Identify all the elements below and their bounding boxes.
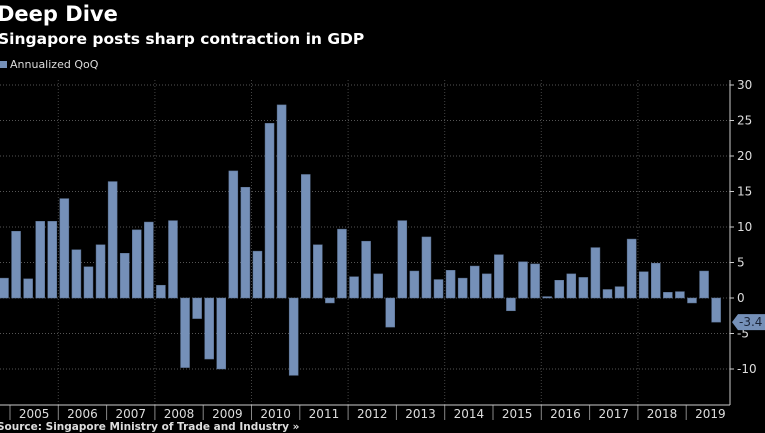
y-tick-label: 30 xyxy=(737,78,752,92)
bar xyxy=(301,174,311,299)
y-tick-label: 5 xyxy=(737,256,745,270)
bar xyxy=(373,273,383,299)
bar xyxy=(361,240,371,299)
bar xyxy=(626,238,637,299)
x-tick-label: 2016 xyxy=(550,407,581,421)
bar xyxy=(518,261,528,299)
x-tick-label: 2009 xyxy=(212,407,243,421)
x-tick-label: 2017 xyxy=(598,407,629,421)
bar xyxy=(663,292,673,299)
y-tick-label: 0 xyxy=(737,291,745,305)
bar xyxy=(337,228,347,299)
source-note[interactable]: Source: Singapore Ministry of Trade and … xyxy=(0,421,300,433)
bar xyxy=(469,265,480,299)
bar xyxy=(216,297,227,370)
y-tick-label: 20 xyxy=(737,149,752,163)
bar xyxy=(711,297,721,323)
bar xyxy=(192,297,202,319)
bar xyxy=(313,244,323,299)
y-tick-label: -5 xyxy=(737,327,749,341)
bar xyxy=(421,236,432,299)
x-tick-label: 2013 xyxy=(405,407,436,421)
bar xyxy=(288,297,299,376)
x-tick-label: 2007 xyxy=(115,407,146,421)
chart-subtitle: Singapore posts sharp contraction in GDP xyxy=(0,30,365,48)
bar xyxy=(349,276,359,299)
bar xyxy=(0,277,9,299)
legend: Annualized QoQ xyxy=(0,58,98,71)
bar xyxy=(699,270,709,299)
x-tick-label: 2015 xyxy=(502,407,533,421)
bar xyxy=(204,297,214,360)
bar xyxy=(71,249,82,299)
bar xyxy=(228,170,239,299)
bar xyxy=(144,221,154,299)
bar xyxy=(83,266,94,299)
x-tick-label: 2010 xyxy=(260,407,291,421)
x-tick-label: 2018 xyxy=(647,407,678,421)
x-tick-label: 2012 xyxy=(357,407,388,421)
bar xyxy=(119,253,130,299)
x-tick-label: 2011 xyxy=(309,407,340,421)
bar xyxy=(107,181,118,299)
bar xyxy=(23,278,33,299)
bar xyxy=(240,186,251,299)
bar xyxy=(433,279,444,299)
bar xyxy=(542,296,552,299)
bar xyxy=(506,297,516,312)
bar xyxy=(276,104,287,299)
bar xyxy=(602,289,613,299)
bar xyxy=(11,231,21,299)
legend-swatch xyxy=(0,61,7,68)
bar xyxy=(59,198,70,299)
bar xyxy=(264,123,275,299)
bar xyxy=(638,271,649,299)
bar xyxy=(554,280,564,299)
bar xyxy=(385,297,395,328)
bar xyxy=(482,273,492,299)
bar xyxy=(409,270,420,299)
legend-label: Annualized QoQ xyxy=(10,58,99,71)
x-tick-label: 2008 xyxy=(164,407,195,421)
bar xyxy=(397,220,408,299)
x-tick-label: 2006 xyxy=(67,407,98,421)
bar xyxy=(35,221,45,299)
bar xyxy=(47,221,58,299)
bar xyxy=(578,277,589,299)
y-tick-label: -10 xyxy=(737,362,757,376)
y-tick-label: 25 xyxy=(737,114,752,128)
bar xyxy=(687,297,697,304)
bar xyxy=(494,254,504,299)
x-tick-label: 2014 xyxy=(454,407,485,421)
bar xyxy=(590,247,601,299)
bar xyxy=(168,220,178,299)
bar xyxy=(252,250,263,299)
bar xyxy=(95,244,106,299)
bar xyxy=(325,297,335,304)
bar xyxy=(530,263,540,299)
bar xyxy=(566,273,577,299)
bar xyxy=(614,286,625,299)
bar xyxy=(457,277,468,299)
bar xyxy=(445,270,456,299)
chart-title: Deep Dive xyxy=(0,2,118,26)
bar xyxy=(651,262,661,299)
y-tick-label: 15 xyxy=(737,185,752,199)
bar xyxy=(675,291,685,299)
last-value-tag xyxy=(732,314,765,331)
bar xyxy=(180,297,190,368)
x-tick-label: 2005 xyxy=(19,407,50,421)
last-value-label: -3.4 xyxy=(739,315,762,329)
y-tick-label: 10 xyxy=(737,220,752,234)
bar xyxy=(132,229,142,299)
bar xyxy=(156,284,166,299)
x-tick-label: 2019 xyxy=(695,407,726,421)
